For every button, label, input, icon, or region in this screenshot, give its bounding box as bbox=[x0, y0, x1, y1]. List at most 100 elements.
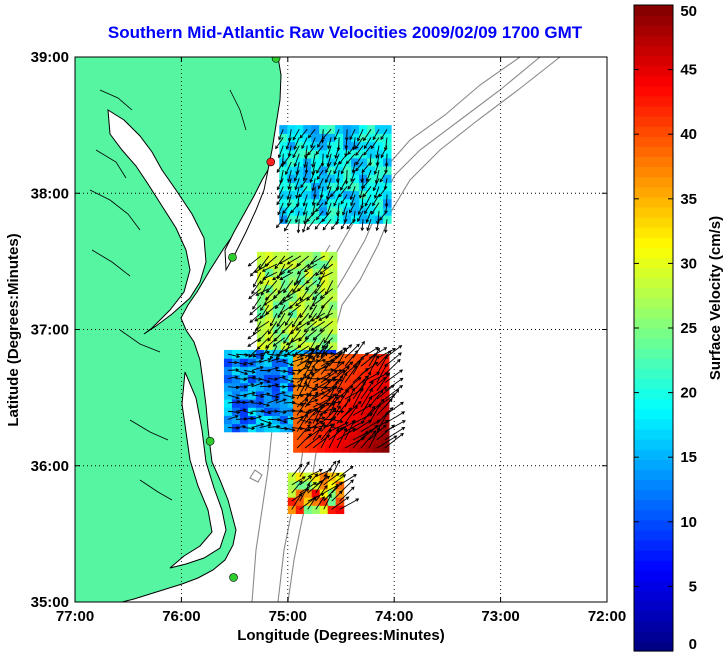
velocity-arrowhead bbox=[307, 151, 311, 156]
velocity-cell bbox=[272, 260, 282, 269]
velocity-vectors bbox=[227, 128, 406, 510]
colorbar-band bbox=[634, 5, 673, 16]
velocity-arrowhead bbox=[365, 219, 370, 224]
map-plot-area bbox=[74, 56, 608, 603]
velocity-cell bbox=[356, 411, 366, 421]
y-tick-label: 39:00 bbox=[31, 49, 69, 66]
velocity-arrowhead bbox=[274, 366, 279, 371]
velocity-vector bbox=[384, 389, 399, 408]
velocity-vector bbox=[376, 373, 390, 392]
colorbar-band bbox=[634, 469, 673, 481]
velocity-cell bbox=[380, 403, 390, 412]
velocity-cell bbox=[356, 403, 366, 412]
velocity-cell bbox=[288, 260, 298, 269]
velocity-arrowhead bbox=[304, 398, 309, 402]
velocity-cell bbox=[296, 341, 306, 351]
velocity-arrowhead bbox=[295, 203, 300, 208]
velocity-vector bbox=[263, 296, 278, 306]
velocity-cell bbox=[280, 268, 290, 277]
velocity-arrowhead bbox=[308, 361, 312, 365]
velocity-arrowhead bbox=[353, 474, 357, 478]
velocity-arrowhead bbox=[374, 361, 379, 366]
velocity-vector bbox=[235, 369, 248, 375]
velocity-cell bbox=[256, 300, 266, 310]
velocity-arrowhead bbox=[392, 348, 397, 352]
velocity-arrowhead bbox=[292, 289, 296, 293]
velocity-cell bbox=[304, 268, 314, 277]
velocity-cell bbox=[317, 435, 326, 445]
velocity-vector bbox=[296, 348, 314, 359]
velocity-vector bbox=[321, 128, 332, 140]
velocity-arrowhead bbox=[290, 379, 295, 383]
colorbar-band bbox=[634, 166, 673, 178]
velocity-vector bbox=[371, 202, 380, 215]
velocity-vector bbox=[324, 194, 332, 205]
velocity-arrowhead bbox=[303, 164, 307, 169]
velocity-vector bbox=[261, 280, 270, 296]
velocity-arrowhead bbox=[299, 463, 303, 468]
velocity-arrowhead bbox=[355, 498, 360, 502]
velocity-arrowhead bbox=[320, 304, 325, 309]
velocity-arrowhead bbox=[341, 369, 346, 374]
velocity-arrowhead bbox=[279, 271, 284, 275]
velocity-cell bbox=[341, 378, 350, 388]
velocity-arrowhead bbox=[363, 145, 368, 150]
velocity-vector bbox=[303, 202, 308, 215]
velocity-arrowhead bbox=[327, 145, 331, 150]
velocity-arrowhead bbox=[298, 193, 303, 198]
velocity-vector bbox=[328, 426, 346, 441]
velocity-arrowhead bbox=[274, 265, 279, 270]
velocity-vector bbox=[243, 361, 253, 365]
velocity-vector bbox=[227, 353, 240, 358]
velocity-vector bbox=[355, 145, 364, 156]
velocity-vector bbox=[368, 424, 387, 441]
velocity-arrowhead bbox=[310, 372, 315, 377]
colorbar-band bbox=[634, 550, 673, 561]
velocity-vector bbox=[288, 145, 292, 157]
velocity-arrowhead bbox=[291, 323, 296, 328]
velocity-vector bbox=[283, 417, 294, 420]
velocity-arrowhead bbox=[265, 344, 269, 349]
velocity-arrowhead bbox=[361, 340, 365, 345]
velocity-arrowhead bbox=[373, 195, 378, 199]
velocity-vector bbox=[284, 218, 292, 232]
velocity-vector bbox=[376, 394, 396, 408]
velocity-cell bbox=[348, 403, 358, 412]
velocity-vector bbox=[331, 427, 344, 430]
velocity-arrowhead bbox=[333, 393, 337, 397]
velocity-arrowhead bbox=[384, 170, 388, 175]
velocity-arrowhead bbox=[293, 177, 298, 182]
velocity-vector bbox=[355, 137, 364, 149]
velocity-arrowhead bbox=[311, 202, 316, 207]
velocity-arrowhead bbox=[339, 387, 344, 391]
velocity-cell bbox=[312, 325, 322, 335]
velocity-vector bbox=[352, 356, 364, 375]
velocity-arrowhead bbox=[302, 211, 307, 216]
velocity-vector bbox=[312, 379, 330, 392]
velocity-vector bbox=[310, 137, 316, 148]
velocity-vector bbox=[275, 418, 287, 423]
velocity-arrowhead bbox=[355, 161, 359, 166]
velocity-arrowhead bbox=[296, 229, 301, 234]
velocity-vector bbox=[360, 388, 373, 408]
velocity-vector bbox=[322, 218, 332, 231]
x-tick-label: 76:00 bbox=[162, 608, 200, 625]
velocity-vector bbox=[306, 210, 316, 222]
velocity-cell bbox=[293, 419, 302, 429]
velocity-vector bbox=[283, 394, 295, 399]
velocity-vector bbox=[376, 350, 392, 367]
velocity-cell bbox=[311, 497, 321, 506]
velocity-vector bbox=[311, 296, 326, 307]
velocity-arrowhead bbox=[326, 154, 330, 159]
velocity-vector bbox=[306, 288, 318, 301]
velocity-arrowhead bbox=[293, 163, 298, 168]
colorbar-band bbox=[634, 610, 673, 622]
velocity-vector bbox=[361, 219, 364, 231]
velocity-vector bbox=[372, 128, 380, 140]
velocity-arrowhead bbox=[274, 329, 278, 334]
velocity-arrowhead bbox=[375, 227, 380, 232]
velocity-vector bbox=[291, 312, 302, 328]
velocity-cell bbox=[317, 370, 326, 380]
velocity-vector bbox=[349, 202, 356, 213]
velocity-arrowhead bbox=[316, 344, 320, 349]
